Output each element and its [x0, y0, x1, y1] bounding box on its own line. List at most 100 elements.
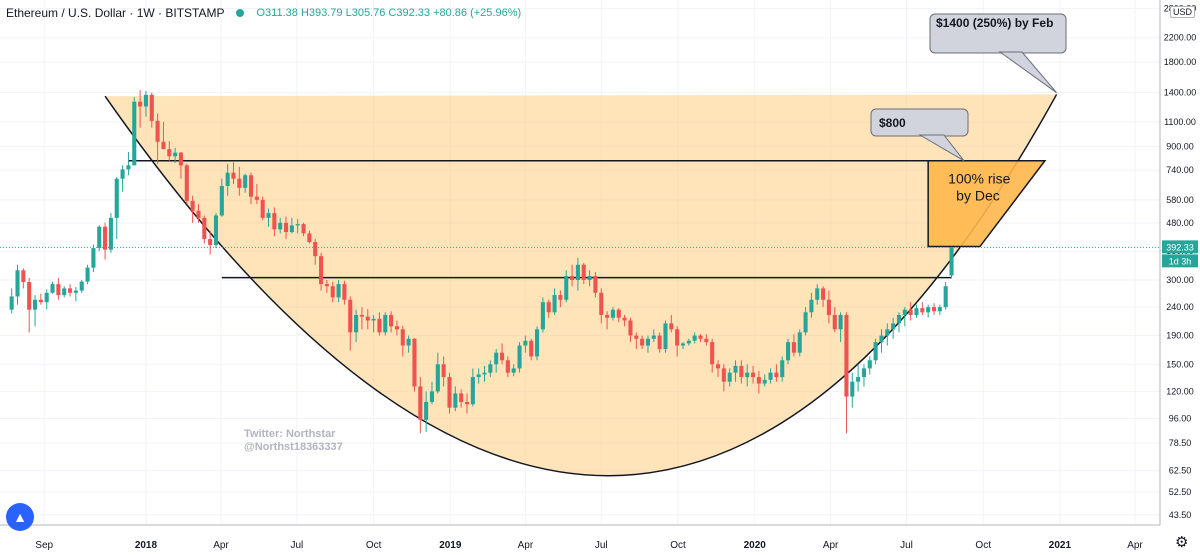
candle: [243, 173, 248, 193]
candle: [313, 239, 318, 265]
candle-body: [295, 224, 300, 226]
candle: [704, 334, 709, 346]
candle-body: [9, 296, 14, 310]
candle: [593, 272, 598, 298]
candle: [873, 338, 878, 365]
candle-body: [686, 340, 691, 344]
candle-body: [120, 169, 125, 179]
candle: [348, 296, 353, 351]
candle-body: [774, 372, 779, 378]
candle: [365, 309, 370, 330]
candle-body: [610, 309, 615, 318]
tradingview-logo-icon[interactable]: ▲: [6, 503, 34, 531]
candle-body: [243, 175, 248, 188]
candle: [861, 364, 866, 387]
candle-body: [832, 314, 837, 330]
candle: [675, 326, 680, 357]
candle-body: [50, 284, 55, 293]
candle: [885, 323, 890, 346]
candle-body: [803, 312, 808, 333]
cup-fill: [105, 94, 1057, 476]
candle: [307, 230, 312, 244]
candle-body: [914, 308, 919, 315]
candle: [50, 281, 55, 294]
candle-body: [628, 320, 633, 336]
candle: [103, 222, 108, 260]
candles: [9, 90, 954, 434]
callout-800-text: $800: [879, 116, 906, 130]
candle: [721, 364, 726, 392]
candle-body: [464, 401, 470, 405]
candle-body: [698, 335, 703, 339]
candle: [266, 208, 271, 227]
candle: [587, 270, 592, 287]
candle: [213, 213, 219, 249]
callout-1400-text: $1400 (250%) by Feb: [936, 17, 1054, 30]
candle-body: [505, 360, 510, 373]
countdown-label: 1d 3h: [1169, 256, 1192, 266]
candle-body: [721, 368, 726, 382]
candle-body: [616, 309, 621, 318]
time-tick-label: Jul: [900, 540, 913, 551]
candle-body: [891, 323, 896, 330]
gear-icon[interactable]: ⚙: [1175, 534, 1189, 551]
candle-body: [470, 377, 475, 405]
candle-body: [651, 335, 656, 339]
candle: [523, 335, 528, 353]
candle: [108, 213, 113, 253]
time-tick-label: Apr: [823, 540, 839, 551]
symbol-title[interactable]: Ethereum / U.S. Dollar · 1W · BITSTAMP: [6, 6, 225, 20]
candle: [570, 264, 575, 287]
candle: [739, 360, 744, 384]
price-tick-label: 240.00: [1166, 302, 1194, 312]
candle-body: [482, 372, 487, 375]
candle: [354, 309, 359, 343]
candle: [283, 216, 289, 240]
candle-body: [476, 374, 481, 378]
candle-body: [301, 224, 306, 234]
candle: [202, 215, 207, 244]
callout-1400: $1400 (250%) by Feb: [929, 13, 1067, 94]
candle-body: [394, 326, 399, 330]
currency-label[interactable]: USD: [1170, 6, 1196, 18]
candle-body: [675, 329, 680, 346]
candle: [470, 368, 475, 407]
candle: [184, 163, 189, 205]
candle-body: [745, 372, 750, 378]
candle: [581, 262, 586, 285]
candle: [931, 303, 937, 315]
candle-body: [926, 307, 931, 313]
candle-body: [213, 215, 219, 246]
candle: [56, 277, 61, 300]
candle-body: [231, 172, 236, 179]
candle-body: [896, 314, 902, 324]
candle-body: [529, 340, 534, 357]
time-axis[interactable]: Sep 2018 Apr Jul Oct 2019 Apr Jul Oct 2020 Apr Jul O…: [0, 524, 1160, 555]
candle: [645, 335, 651, 353]
candle: [27, 277, 32, 333]
price-badges: 392.33 1d 3h: [1162, 240, 1198, 268]
candle: [319, 252, 324, 291]
candle-body: [178, 152, 184, 166]
price-tick-label: 480.00: [1166, 218, 1194, 228]
candle-body: [599, 292, 604, 315]
candle-body: [208, 239, 213, 246]
candle-body: [62, 288, 67, 296]
candle-body: [558, 295, 563, 300]
candle-body: [873, 342, 878, 361]
candle: [143, 90, 148, 117]
candle: [605, 311, 610, 330]
candle-body: [564, 276, 569, 300]
candle: [698, 334, 703, 343]
price-tick-label: 1400.00: [1164, 88, 1197, 98]
candle: [832, 307, 837, 333]
candle: [62, 286, 67, 298]
candle: [9, 288, 14, 314]
candle-body: [680, 343, 686, 346]
candle-body: [126, 165, 131, 170]
candle-body: [389, 314, 394, 327]
candle-body: [815, 288, 820, 300]
candle-body: [634, 335, 639, 339]
price-tick-label: 96.00: [1169, 414, 1192, 424]
